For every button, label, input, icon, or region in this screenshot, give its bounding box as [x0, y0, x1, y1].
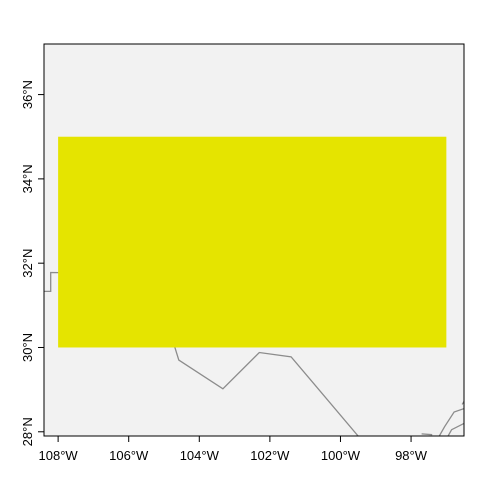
y-tick-label: 28°N	[20, 417, 35, 446]
y-tick-label: 30°N	[20, 333, 35, 362]
coast-east-3-line	[421, 433, 433, 436]
x-tick-label: 104°W	[180, 448, 220, 463]
coast-east-4-line	[447, 422, 464, 436]
x-tick-label: 98°W	[395, 448, 428, 463]
y-axis: 28°N 30°N 32°N 34°N 36°N	[20, 80, 44, 446]
map-frame	[43, 43, 465, 437]
coast-east-1-line	[438, 407, 464, 436]
x-tick-label: 108°W	[39, 448, 79, 463]
x-tick-label: 106°W	[109, 448, 149, 463]
x-axis: 108°W 106°W 104°W 102°W 100°W 98°W	[39, 436, 428, 463]
y-tick-label: 34°N	[20, 164, 35, 193]
y-tick-label: 36°N	[20, 80, 35, 109]
highlight-region	[58, 136, 447, 348]
y-tick-label: 32°N	[20, 249, 35, 278]
x-tick-label: 102°W	[250, 448, 290, 463]
x-tick-label: 100°W	[321, 448, 361, 463]
